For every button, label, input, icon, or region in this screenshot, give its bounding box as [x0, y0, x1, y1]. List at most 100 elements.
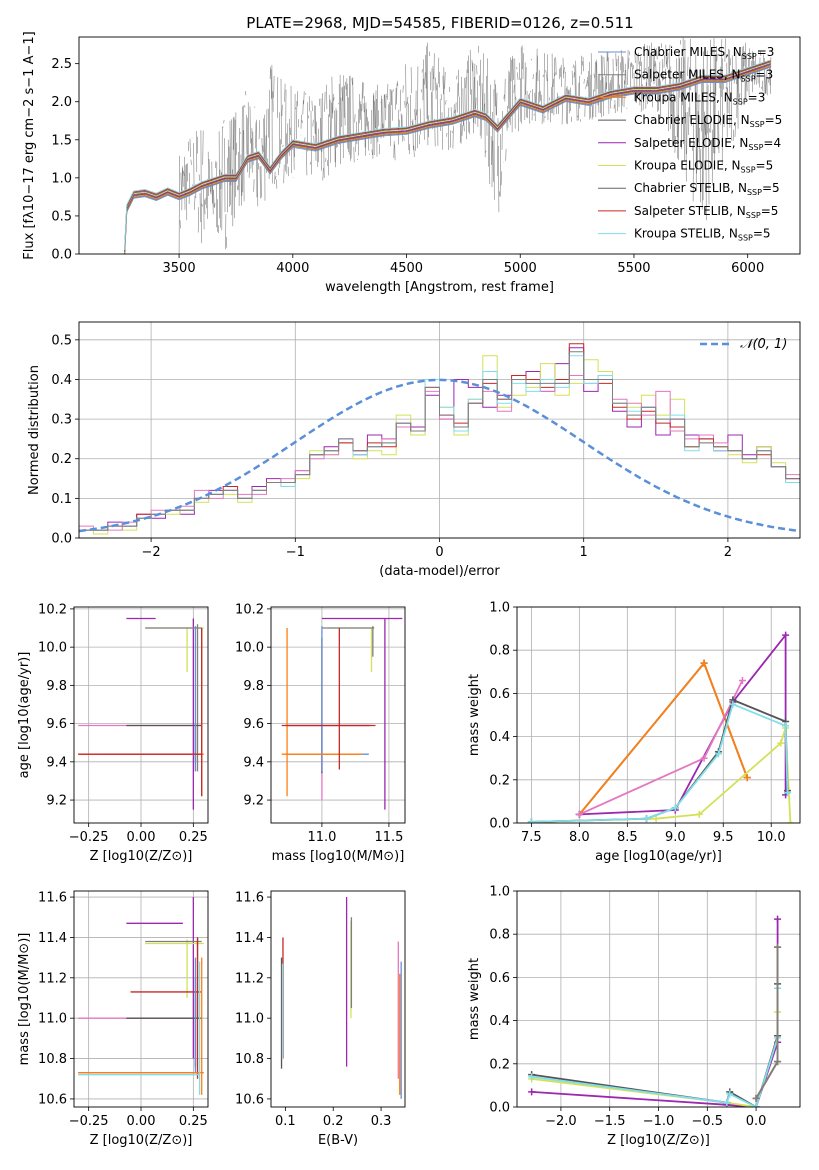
x-tick-label: −2.0 — [545, 1114, 577, 1129]
legend-label: 𝒩(0, 1) — [740, 337, 787, 352]
legend-value: =5 — [761, 204, 779, 218]
weight-marker — [782, 631, 790, 639]
weight-marker — [700, 659, 708, 667]
weight-marker — [774, 943, 782, 951]
model-spectrum — [124, 62, 771, 254]
y-tick-label: 10.0 — [235, 641, 264, 656]
figure-title: PLATE=2968, MJD=54585, FIBERID=0126, z=0… — [246, 14, 633, 32]
legend-value: =3 — [756, 68, 774, 82]
weight-marker — [671, 804, 679, 812]
model-spectrum — [124, 65, 771, 254]
x-tick-label: 0.25 — [179, 830, 208, 845]
residuals-panel: −2 −1 0 1 2 0.0 0.1 0.2 0.3 0.4 0.5 (data-model)/er… — [27, 321, 801, 579]
x-axis-label: mass [log10(M/M⊙)] — [272, 849, 405, 864]
y-tick-label: 0.0 — [51, 532, 72, 547]
x-tick-label: 0.2 — [323, 1114, 344, 1129]
y-tick-label: 11.2 — [38, 971, 67, 986]
y-tick-label: 0.5 — [51, 209, 72, 224]
x-tick-label: 4000 — [276, 261, 309, 276]
residual-histogram — [79, 375, 800, 538]
y-tick-label: 0.4 — [51, 373, 72, 388]
y-tick-label: 9.8 — [243, 679, 264, 694]
gaussian-curve — [79, 378, 800, 533]
plot-area — [281, 617, 403, 810]
x-axis-label: (data-model)/error — [379, 564, 500, 579]
y-tick-label: 9.6 — [243, 717, 264, 732]
axes-frame — [270, 606, 406, 824]
legend-subscript: SSP — [741, 166, 756, 175]
x-tick-label: 8.0 — [569, 830, 590, 845]
y-tick-label: 0.1 — [51, 492, 72, 507]
x-tick-label: −1.0 — [643, 1114, 675, 1129]
plot-area — [79, 343, 800, 538]
weight-line — [531, 702, 789, 823]
weight-vs-age-panel: 7.5 8.0 8.5 9.0 9.5 10.0 0.0 0.2 0.4 0.6 0.8 1.0 age… — [467, 601, 801, 864]
legend-subscript: SSP — [750, 120, 765, 129]
y-axis-label: Normed distribution — [27, 365, 42, 495]
y-tick-label: 11.2 — [235, 971, 264, 986]
mass-vs-metallicity-panel: −0.25 0.00 0.25 10.6 10.8 11.0 11.2 11.4 11.6 Z [… — [17, 890, 209, 1148]
legend-label: Chabrier STELIB, NSSP=5 — [634, 181, 780, 197]
plot-area — [528, 915, 782, 1107]
y-tick-label: 1.5 — [51, 133, 72, 148]
y-tick-label: 2.5 — [51, 57, 72, 72]
weight-marker — [782, 722, 790, 730]
y-tick-label: 11.0 — [235, 1012, 264, 1027]
y-tick-label: 10.6 — [235, 1092, 264, 1107]
y-tick-label: 0.8 — [489, 644, 510, 659]
plot-area — [124, 37, 772, 254]
y-tick-label: 0.2 — [51, 452, 72, 467]
y-tick-label: 0.6 — [489, 687, 510, 702]
weight-marker — [714, 750, 722, 758]
mass-vs-extinction-panel: 0.1 0.2 0.3 10.6 10.8 11.0 11.2 11.4 11.6 E(B-V) — [235, 890, 406, 1148]
legend-label: Kroupa MILES, NSSP=3 — [634, 90, 765, 106]
y-tick-label: 11.0 — [38, 1012, 67, 1027]
y-tick-label: 1.0 — [489, 885, 510, 900]
x-axis-label: wavelength [Angstrom, rest frame] — [325, 280, 554, 295]
y-tick-label: 10.2 — [38, 602, 67, 617]
x-tick-label: −0.25 — [69, 1114, 109, 1129]
legend-subscript: SSP — [747, 188, 762, 197]
legend-label: Chabrier ELODIE, NSSP=5 — [634, 113, 782, 129]
weight-marker — [700, 754, 708, 762]
model-spectrum — [124, 65, 771, 254]
x-axis-label: age [log10(age/yr)] — [595, 849, 722, 864]
weight-marker — [774, 915, 782, 923]
legend-label: Salpeter MILES, NSSP=3 — [634, 68, 773, 84]
legend-subscript: SSP — [738, 234, 753, 243]
legend-subscript: SSP — [741, 75, 756, 84]
weight-marker — [729, 700, 737, 708]
legend-value: =4 — [763, 136, 781, 150]
x-tick-label: 0.25 — [179, 1114, 208, 1129]
y-tick-label: 0.2 — [489, 773, 510, 788]
y-tick-label: 9.8 — [46, 679, 67, 694]
y-tick-label: 0.0 — [51, 248, 72, 263]
residual-histogram — [79, 351, 800, 538]
weight-marker — [723, 1099, 731, 1107]
x-tick-label: 0.1 — [275, 1114, 296, 1129]
legend-value: =5 — [765, 113, 783, 127]
weight-marker — [743, 774, 751, 782]
x-axis-label: Z [log10(Z/Z⊙)] — [90, 849, 193, 864]
model-spectrum — [124, 61, 771, 253]
y-tick-label: 9.4 — [243, 755, 264, 770]
axes-frame — [516, 606, 801, 824]
y-tick-label: 10.8 — [38, 1052, 67, 1067]
model-spectrum — [124, 63, 771, 254]
x-tick-label: 0.00 — [127, 1114, 156, 1129]
axes-frame — [73, 890, 209, 1108]
y-tick-label: 0.6 — [489, 971, 510, 986]
axes-frame — [78, 36, 801, 255]
model-spectrum — [124, 64, 771, 254]
spectrum-panel: 3500 4000 4500 5000 5500 6000 0.0 0.5 1.0 1.5 2.0 2… — [22, 31, 801, 295]
legend-value: =3 — [748, 90, 766, 104]
y-tick-label: 11.4 — [235, 931, 264, 946]
y-tick-label: 0.4 — [489, 730, 510, 745]
model-spectrum — [124, 59, 771, 251]
x-tick-label: 0.3 — [371, 1114, 392, 1129]
legend-value: =5 — [756, 159, 774, 173]
legend-subscript: SSP — [746, 211, 761, 220]
legend-subscript: SSP — [742, 52, 757, 61]
weight-marker — [738, 676, 746, 684]
model-spectrum — [124, 66, 771, 254]
